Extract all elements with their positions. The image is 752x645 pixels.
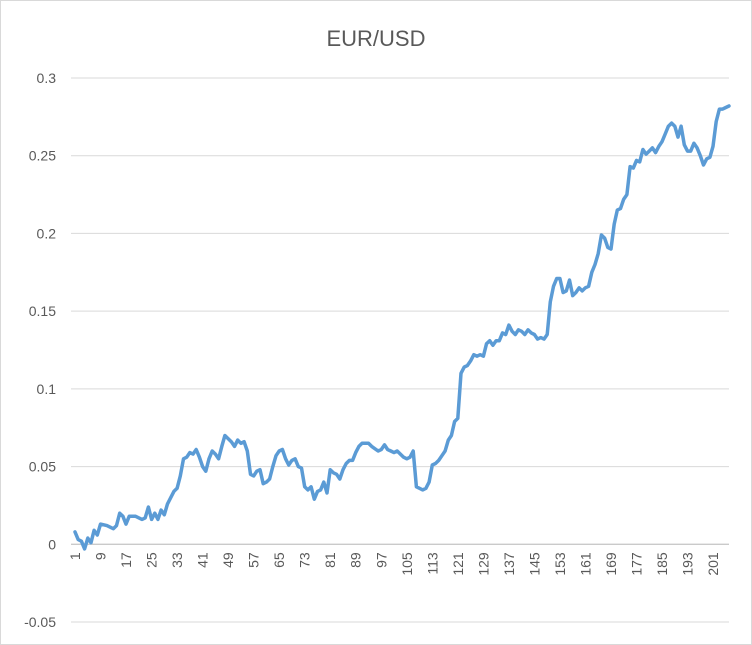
y-tick-label: 0.1 (37, 381, 57, 397)
y-tick-label: 0.2 (37, 225, 57, 241)
x-tick-label: 81 (322, 552, 338, 568)
x-tick-label: 97 (373, 552, 389, 568)
series-line (73, 104, 731, 551)
x-axis-tick-labels: 1 9 17 25 33 41 49 57 65 73 81 89 97 105 113 121 129 137 1… (67, 552, 721, 576)
x-tick-label: 185 (654, 552, 670, 576)
x-tick-label: 121 (450, 552, 466, 576)
x-tick-label: 65 (271, 552, 287, 568)
x-tick-label: 25 (144, 552, 160, 568)
chart-title: EUR/USD (326, 26, 425, 51)
x-tick-label: 137 (501, 552, 517, 576)
x-tick-label: 9 (93, 552, 109, 560)
x-tick-label: 105 (399, 552, 415, 576)
y-tick-label: 0.15 (29, 303, 56, 319)
x-tick-label: 161 (577, 552, 593, 576)
x-tick-label: 169 (603, 552, 619, 576)
x-tick-label: 89 (348, 552, 364, 568)
x-tick-label: 153 (552, 552, 568, 576)
x-tick-label: 33 (169, 552, 185, 568)
x-tick-label: 129 (475, 552, 491, 576)
x-tick-label: 1 (67, 552, 83, 560)
x-tick-label: 41 (195, 552, 211, 568)
x-tick-label: 113 (424, 552, 440, 575)
y-axis-tick-labels: -0.05 0 0.05 0.1 0.15 0.2 0.25 0.3 (24, 70, 56, 630)
x-tick-label: 177 (628, 552, 644, 576)
x-tick-label: 17 (118, 552, 134, 568)
series-layer (73, 104, 731, 551)
y-tick-label: -0.05 (24, 614, 56, 630)
gridlines (71, 77, 729, 623)
x-tick-label: 193 (680, 552, 696, 576)
y-tick-label: 0.25 (29, 148, 56, 164)
y-tick-label: 0 (48, 536, 56, 552)
x-tick-label: 57 (246, 552, 262, 568)
x-tick-label: 73 (297, 552, 313, 568)
x-tick-label: 145 (526, 552, 542, 576)
y-tick-label: 0.05 (29, 459, 56, 475)
y-tick-label: 0.3 (37, 70, 57, 86)
x-tick-label: 201 (705, 552, 721, 576)
x-tick-label: 49 (220, 552, 236, 568)
